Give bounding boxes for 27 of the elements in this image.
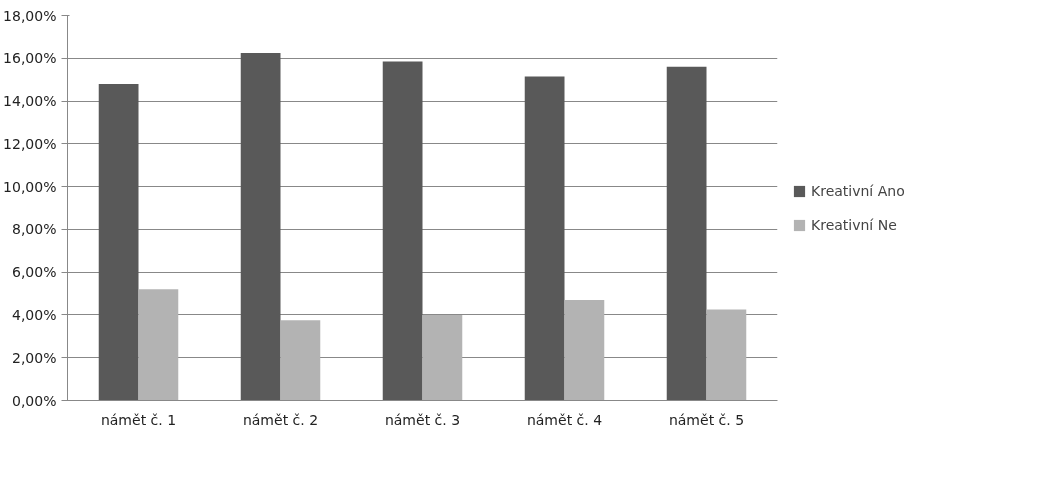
y-tick-label: 4,00% <box>12 306 57 323</box>
legend-label: Kreativní Ano <box>811 182 905 199</box>
bar <box>98 83 139 401</box>
y-tick-label: 2,00% <box>12 349 57 366</box>
x-tick-label: námět č. 3 <box>384 411 461 428</box>
legend-label: Kreativní Ne <box>811 216 897 233</box>
bar <box>564 299 605 401</box>
bar <box>706 309 747 401</box>
bar <box>666 66 707 401</box>
bar <box>422 314 463 401</box>
y-tick-label: 12,00% <box>3 135 57 152</box>
bar <box>240 52 281 401</box>
y-tick-label: 10,00% <box>3 178 57 195</box>
y-tick-label: 16,00% <box>3 50 57 67</box>
bar <box>280 320 321 401</box>
x-tick-label: námět č. 4 <box>526 411 603 428</box>
y-tick-label: 8,00% <box>12 221 57 238</box>
y-tick-label: 6,00% <box>12 264 57 281</box>
y-tick-label: 14,00% <box>3 93 57 110</box>
x-tick-label: námět č. 2 <box>242 411 319 428</box>
x-tick-label: námět č. 1 <box>100 411 177 428</box>
bar <box>382 61 423 401</box>
y-tick-label: 0,00% <box>12 392 57 409</box>
x-tick-label: námět č. 5 <box>668 411 745 428</box>
bar <box>524 76 565 401</box>
bar <box>138 289 179 401</box>
y-tick-label: 18,00% <box>3 7 57 24</box>
